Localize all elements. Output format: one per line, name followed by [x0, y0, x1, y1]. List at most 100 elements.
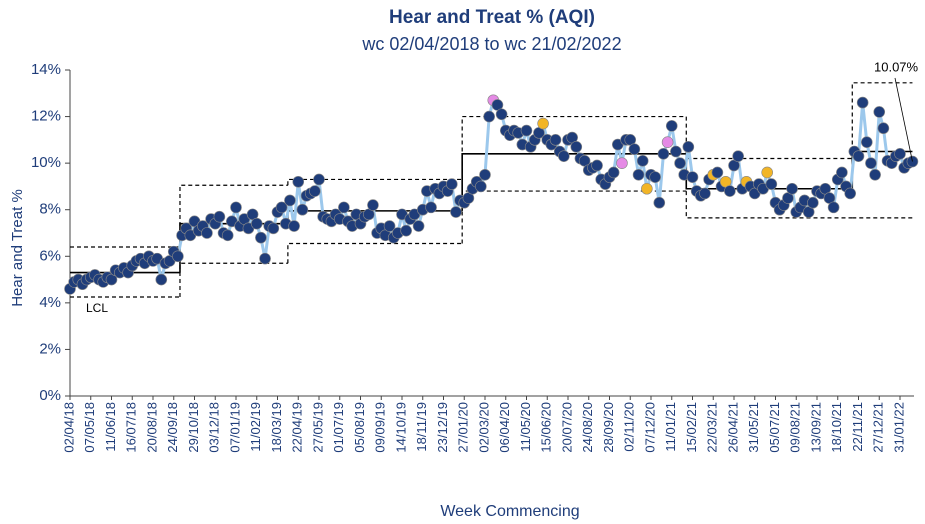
control-ucl	[461, 115, 687, 180]
data-point	[483, 110, 495, 123]
data-point	[284, 194, 296, 207]
control-lcl	[685, 191, 853, 219]
x-tick-label: 02/03/20	[476, 402, 491, 453]
control-ucl	[685, 116, 853, 160]
data-point	[761, 166, 774, 179]
x-axis-title: Week Commencing	[440, 503, 579, 520]
x-tick-label: 31/05/21	[746, 402, 761, 453]
data-point	[383, 220, 396, 232]
data-point	[230, 201, 242, 214]
data-point	[288, 220, 300, 232]
data-point	[495, 108, 508, 121]
control-lcl	[287, 242, 463, 264]
data-point	[827, 201, 840, 214]
last-value-label: 10.07%	[874, 59, 919, 74]
data-point	[636, 155, 649, 167]
data-point	[699, 187, 711, 200]
data-point	[836, 166, 848, 179]
x-tick-label: 03/12/18	[207, 402, 222, 453]
data-point	[641, 182, 653, 195]
x-tick-label: 11/01/21	[663, 402, 678, 452]
control-lcl	[461, 190, 687, 244]
chart-subtitle: wc 02/04/2018 to wc 21/02/2022	[361, 34, 621, 54]
data-point	[865, 157, 877, 169]
control-ucl	[851, 82, 913, 159]
control-ucl	[287, 178, 463, 186]
y-tick-label: 14%	[31, 61, 61, 78]
data-point	[807, 196, 819, 209]
x-tick-label: 15/06/20	[539, 402, 554, 453]
x-tick-label: 31/01/22	[891, 402, 906, 453]
x-tick-label: 18/03/19	[269, 402, 284, 453]
data-point	[221, 229, 234, 242]
x-tick-label: 09/08/21	[788, 402, 803, 453]
data-point	[732, 150, 744, 162]
x-tick-label: 18/11/19	[414, 402, 429, 452]
x-tick-label: 07/05/18	[82, 402, 97, 453]
x-tick-label: 01/07/19	[331, 402, 346, 453]
x-tick-label: 05/07/21	[767, 402, 782, 453]
y-tick-label: 2%	[39, 340, 61, 357]
chart-title: Hear and Treat % (AQI)	[389, 7, 595, 28]
data-point	[296, 203, 309, 216]
data-point	[155, 273, 168, 286]
x-tick-label: 27/12/21	[871, 402, 886, 453]
control-mean	[461, 153, 687, 211]
x-tick-label: 11/05/20	[518, 402, 533, 452]
data-point	[558, 150, 570, 162]
y-axis-title: Hear and Treat %	[9, 189, 26, 307]
data-point	[724, 185, 736, 197]
data-point	[549, 134, 562, 146]
data-point	[313, 173, 325, 186]
x-tick-label: 07/12/20	[642, 402, 657, 453]
data-point	[877, 122, 890, 135]
data-point	[259, 252, 271, 265]
data-point	[537, 117, 549, 130]
x-tick-label: 24/09/18	[165, 402, 180, 453]
x-tick-label: 02/11/20	[622, 402, 637, 452]
data-point	[255, 231, 267, 244]
data-point	[844, 187, 857, 200]
x-tick-label: 05/08/19	[352, 402, 367, 453]
data-point	[479, 168, 491, 181]
x-tick-label: 07/01/19	[227, 402, 242, 453]
x-tick-label: 20/08/18	[144, 402, 159, 453]
data-point	[520, 124, 533, 137]
y-tick-label: 0%	[39, 387, 61, 404]
data-point	[250, 217, 263, 230]
x-tick-label: 18/10/21	[829, 402, 844, 453]
x-tick-label: 24/08/20	[580, 402, 595, 453]
data-point	[213, 210, 226, 223]
x-tick-label: 15/02/21	[684, 402, 699, 453]
data-point	[400, 224, 412, 237]
data-point	[873, 106, 886, 118]
data-point	[657, 148, 670, 160]
x-tick-label: 27/05/19	[310, 402, 325, 453]
data-point	[856, 96, 869, 109]
x-tick-label: 22/03/21	[705, 402, 720, 453]
data-point	[616, 157, 628, 169]
data-point	[309, 185, 321, 197]
x-tick-label: 23/12/19	[435, 402, 450, 453]
x-tick-label: 09/09/19	[373, 402, 388, 453]
data-point	[445, 178, 458, 190]
x-tick-label: 02/04/18	[61, 402, 76, 453]
data-point	[607, 166, 620, 179]
data-point	[475, 180, 487, 193]
data-point	[860, 136, 873, 148]
data-point	[674, 157, 686, 169]
x-tick-label: 28/09/20	[601, 402, 616, 453]
data-point	[869, 168, 881, 181]
data-point	[686, 171, 699, 183]
x-tick-label: 13/09/21	[808, 402, 823, 453]
lcl-label: LCL	[86, 301, 108, 315]
data-point	[894, 148, 906, 160]
data-point	[172, 250, 184, 263]
data-point	[649, 171, 661, 183]
x-tick-label: 11/02/19	[248, 402, 263, 452]
x-tick-label: 06/04/20	[497, 402, 512, 453]
data-point	[450, 206, 462, 218]
data-point	[292, 175, 305, 188]
data-point	[338, 201, 350, 214]
